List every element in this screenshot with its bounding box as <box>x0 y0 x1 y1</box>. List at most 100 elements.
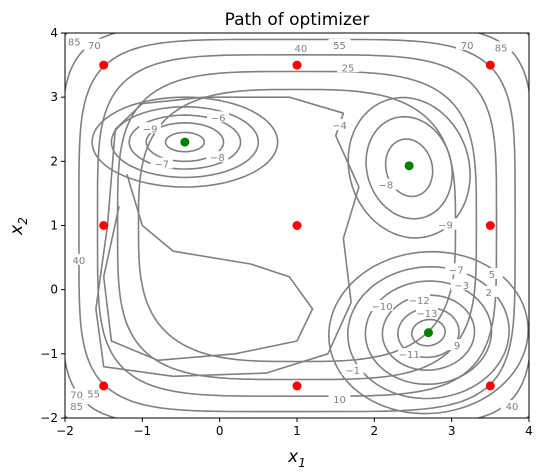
contour-label: −9 <box>143 124 158 135</box>
contour-label: 25 <box>342 63 355 74</box>
x-axis-label: x1 <box>287 447 306 470</box>
start-point-marker <box>292 381 302 391</box>
chart-title: Path of optimizer <box>225 10 370 30</box>
contour-line <box>328 250 529 415</box>
start-point-marker <box>99 381 109 391</box>
contour-label-backing <box>328 38 351 50</box>
contour-line <box>96 54 498 397</box>
contour-label: −3 <box>454 281 469 292</box>
contour-label-backing <box>67 253 90 265</box>
contour-line <box>364 280 493 385</box>
contour-label-backing <box>328 119 351 131</box>
contour-label-backing <box>408 294 431 306</box>
contour-label-backing <box>456 38 479 50</box>
contour-label-backing <box>371 299 394 311</box>
contour-label-backing <box>289 42 312 54</box>
contour-label-backing <box>500 400 523 412</box>
contour-label: 2 <box>486 288 492 299</box>
contour-label-backing <box>139 122 162 134</box>
x-axis-label-base: x <box>287 447 299 467</box>
x-tick-label: 4 <box>525 424 533 438</box>
contour-line <box>365 115 453 220</box>
contour-label: 70 <box>88 41 101 52</box>
contour-label: −8 <box>379 181 394 192</box>
contour-label: 40 <box>506 402 519 413</box>
contour-label: 70 <box>70 391 83 402</box>
contour-label: 70 <box>461 41 474 52</box>
y-axis-label-sub: 2 <box>16 217 30 225</box>
contour-line <box>384 138 434 198</box>
y-tick-label: 0 <box>50 283 58 297</box>
contour-line <box>65 33 529 418</box>
y-tick-label: 2 <box>50 154 58 168</box>
contour-label-backing <box>374 178 397 190</box>
contour-line <box>116 70 478 381</box>
minimum-marker <box>404 161 414 171</box>
contour-label-backing <box>415 307 438 319</box>
x-tick-label: 3 <box>448 424 456 438</box>
minimum-marker <box>423 328 433 338</box>
contour-label: −12 <box>409 296 430 307</box>
contour-label: −4 <box>332 121 347 132</box>
y-tick-label: 3 <box>50 90 58 104</box>
contour-label-backing <box>434 218 457 230</box>
start-point-marker <box>485 381 495 391</box>
contour-label: −7 <box>154 160 169 171</box>
contour-label-backing <box>480 267 503 279</box>
contour-label-backing <box>477 285 500 297</box>
contour-label: 40 <box>294 44 307 55</box>
contour-line <box>164 131 205 153</box>
y-tick-label: −1 <box>40 347 58 361</box>
y-tick-label: 4 <box>50 26 58 40</box>
contour-label: 9 <box>454 341 460 352</box>
start-point-marker <box>99 221 109 230</box>
contour-label-backing <box>82 387 105 399</box>
contour-label: 40 <box>73 256 86 267</box>
contour-label: −9 <box>438 221 453 232</box>
contour-label-backing <box>398 348 421 360</box>
x-axis-label-sub: 1 <box>298 456 306 470</box>
contour-label-backing <box>446 339 469 351</box>
x-tick-label: 2 <box>371 424 379 438</box>
x-tick-label: −2 <box>56 424 74 438</box>
x-tick-label: −1 <box>133 424 151 438</box>
x-tick-label: 1 <box>293 424 301 438</box>
contour-label-backing <box>206 151 229 163</box>
y-axis-label-base: x <box>7 224 27 236</box>
contour-label-backing <box>445 263 468 275</box>
contour-label: 55 <box>333 41 346 52</box>
contour-line <box>381 294 476 371</box>
contour-label-backing <box>65 388 88 400</box>
contour-label: −8 <box>210 153 225 164</box>
y-tick-label: 1 <box>50 219 58 233</box>
contour-label-backing <box>328 393 351 405</box>
contour-label: 5 <box>489 270 495 281</box>
contour-label: 55 <box>87 389 100 400</box>
contour-label-backing <box>490 41 513 53</box>
contour-label: −10 <box>372 302 393 313</box>
start-point-marker <box>99 60 109 70</box>
minimum-marker <box>180 137 190 147</box>
contour-line <box>102 173 314 362</box>
contour-line <box>95 96 360 378</box>
contour-label: −11 <box>399 350 420 361</box>
contour-label: −1 <box>345 366 360 377</box>
contour-label: 10 <box>333 395 346 406</box>
x-tick-label: 0 <box>216 424 224 438</box>
contour-label: 85 <box>68 38 81 49</box>
contour-label-backing <box>63 35 86 47</box>
contour-label: −7 <box>449 265 464 276</box>
contour-label-backing <box>83 38 106 50</box>
contour-label-backing <box>450 278 473 290</box>
contour-label-backing <box>337 61 360 73</box>
x-axis-ticks: −2 −1 0 1 2 3 4 <box>56 418 533 438</box>
contour-line <box>411 318 446 347</box>
y-axis-ticks: −2 −1 0 1 2 3 4 <box>40 26 65 425</box>
contour-line <box>145 122 225 163</box>
contour-line <box>91 96 279 188</box>
markers-group <box>99 60 495 391</box>
start-point-marker <box>485 221 495 230</box>
contour-label: 85 <box>70 402 83 413</box>
